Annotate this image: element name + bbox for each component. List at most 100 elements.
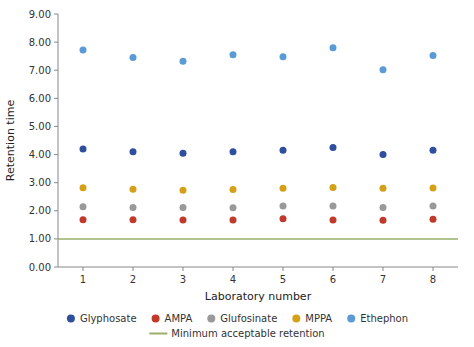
y-tick-label: 2.00 [29, 205, 51, 216]
point [80, 184, 87, 191]
point [280, 202, 287, 209]
point [130, 148, 137, 155]
legend-marker [347, 315, 355, 323]
point [330, 44, 337, 51]
point [280, 53, 287, 60]
x-tick-label: 8 [430, 274, 436, 285]
y-tick-label: 1.00 [29, 233, 51, 244]
x-axis-line [58, 267, 458, 268]
legend-item: Glyphosate [67, 313, 137, 324]
point [380, 185, 387, 192]
legend-marker [67, 315, 75, 323]
point [230, 204, 237, 211]
y-tick [54, 154, 58, 155]
x-tick-label: 4 [230, 274, 236, 285]
x-tick-label: 6 [330, 274, 336, 285]
point [430, 202, 437, 209]
point [230, 186, 237, 193]
y-tick [54, 14, 58, 15]
legend-label: Glyphosate [80, 313, 137, 324]
chart: 123456780.001.002.003.004.005.006.007.00… [0, 0, 474, 347]
legend-line [149, 333, 167, 335]
point [280, 215, 287, 222]
point [330, 184, 337, 191]
x-tick [383, 267, 384, 271]
legend-item: Glufosinate [207, 313, 277, 324]
y-tick [54, 238, 58, 239]
point [180, 217, 187, 224]
y-tick-label: 7.00 [29, 65, 51, 76]
y-tick [54, 182, 58, 183]
y-tick-label: 4.00 [29, 149, 51, 160]
series [80, 184, 437, 194]
point [130, 54, 137, 61]
y-tick [54, 210, 58, 211]
x-tick [133, 267, 134, 271]
y-tick-label: 6.00 [29, 93, 51, 104]
point [180, 204, 187, 211]
legend: Glyphosate AMPA Glufosinate MPPA Ethephon Min… [67, 313, 408, 339]
x-tick-label: 3 [180, 274, 186, 285]
series [80, 215, 437, 224]
point [330, 202, 337, 209]
point [230, 217, 237, 224]
y-tick [54, 70, 58, 71]
point [380, 217, 387, 224]
axes: 123456780.001.002.003.004.005.006.007.00… [29, 9, 458, 286]
x-tick [233, 267, 234, 271]
point [430, 52, 437, 59]
point [80, 46, 87, 53]
x-tick-label: 1 [80, 274, 86, 285]
x-tick [283, 267, 284, 271]
legend-label: Glufosinate [220, 313, 277, 324]
point [80, 145, 87, 152]
legend-label: AMPA [165, 313, 193, 324]
point [430, 185, 437, 192]
point [330, 144, 337, 151]
point [80, 203, 87, 210]
y-tick [54, 267, 58, 268]
point [230, 51, 237, 58]
y-tick [54, 98, 58, 99]
legend-label: Ethephon [360, 313, 408, 324]
x-tick-label: 2 [130, 274, 136, 285]
x-axis-title: Laboratory number [205, 290, 312, 303]
legend-item: AMPA [152, 313, 193, 324]
series [80, 202, 437, 211]
plot-area [58, 44, 458, 239]
x-tick [183, 267, 184, 271]
point [430, 216, 437, 223]
series [80, 44, 437, 73]
y-tick-label: 0.00 [29, 262, 51, 273]
y-axis-title: Retention time [4, 100, 17, 182]
x-tick-label: 5 [280, 274, 286, 285]
x-tick [433, 267, 434, 271]
x-tick-label: 7 [380, 274, 386, 285]
y-tick-label: 8.00 [29, 37, 51, 48]
legend-item: Minimum acceptable retention [149, 328, 324, 339]
point [130, 186, 137, 193]
y-tick-label: 3.00 [29, 177, 51, 188]
y-axis-line [58, 14, 59, 267]
legend-item: Ethephon [347, 313, 408, 324]
point [330, 217, 337, 224]
y-tick [54, 126, 58, 127]
y-tick-label: 9.00 [29, 9, 51, 20]
point [180, 187, 187, 194]
legend-marker [152, 315, 160, 323]
point [380, 66, 387, 73]
reference-line [58, 238, 458, 240]
point [380, 204, 387, 211]
point [230, 148, 237, 155]
legend-marker [207, 315, 215, 323]
point [130, 216, 137, 223]
legend-marker [292, 315, 300, 323]
legend-label: MPPA [305, 313, 332, 324]
x-tick [83, 267, 84, 271]
point [180, 150, 187, 157]
series [80, 144, 437, 158]
point [130, 204, 137, 211]
point [280, 147, 287, 154]
y-tick [54, 42, 58, 43]
legend-item: MPPA [292, 313, 332, 324]
